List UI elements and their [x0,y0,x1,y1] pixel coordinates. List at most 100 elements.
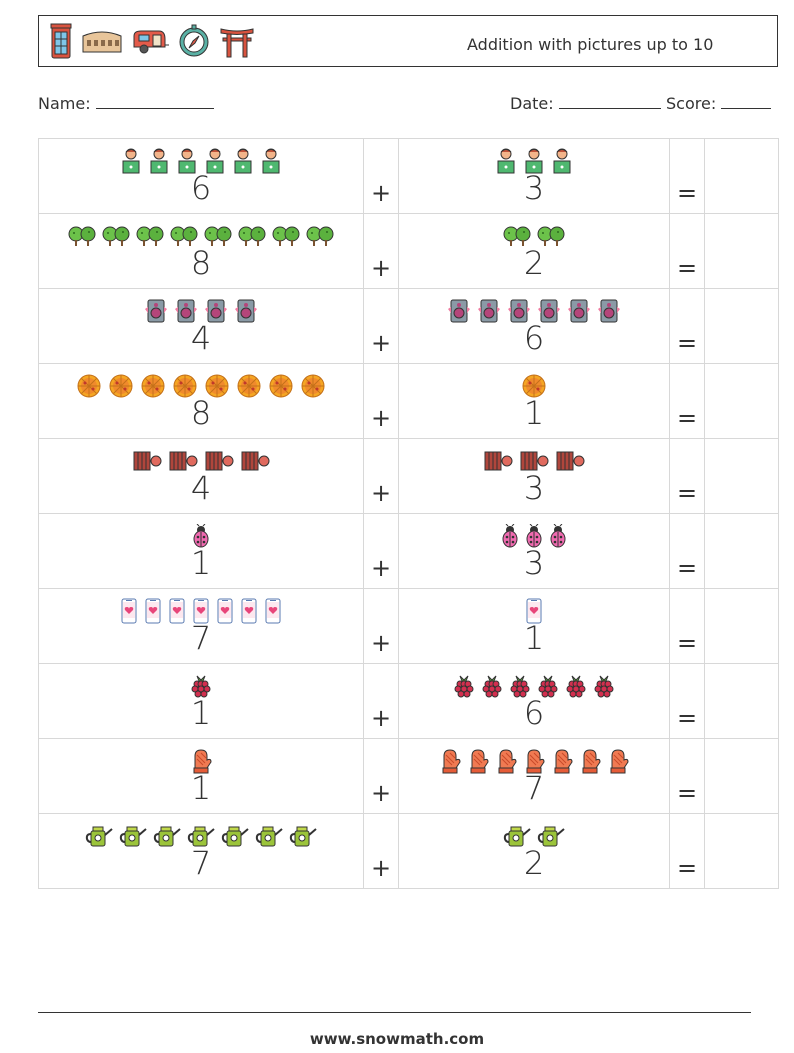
right-addend-number: 3 [523,169,545,207]
film-reel-icon [133,451,162,471]
raspberry-icon [454,675,474,698]
answer-box[interactable] [704,138,779,214]
footer-divider [38,1012,751,1013]
right-addend-cell: 3 [398,138,670,214]
equals-cell: = [669,663,705,739]
plus-cell: + [363,213,399,289]
answer-box[interactable] [704,663,779,739]
problem-row: 8 +2 = [38,213,779,289]
left-picture-group [132,449,270,473]
left-addend-cell: 6 [38,138,364,214]
watering-can-icon [85,826,113,847]
answer-box[interactable] [704,213,779,289]
plus-cell: + [363,663,399,739]
left-addend-cell: 4 [38,288,364,364]
name-blank[interactable] [95,92,214,109]
left-addend-number: 1 [190,769,212,807]
right-picture-group [503,824,565,848]
date-field[interactable]: Date: [510,92,661,113]
right-addend-number: 3 [523,544,545,582]
right-picture-group [525,598,543,624]
oven-mitt-icon [610,749,629,774]
film-reel-icon [169,451,198,471]
answer-box[interactable] [704,738,779,814]
right-addend-number: 6 [523,319,545,357]
trees-icon [503,226,531,246]
problem-row: 7 +1 = [38,588,779,664]
date-blank[interactable] [558,92,661,109]
raspberry-icon [594,675,614,698]
person-laptop-icon [497,148,515,174]
left-addend-cell: 7 [38,813,364,889]
right-addend-cell: 7 [398,738,670,814]
raspberry-icon [538,675,558,698]
heart-phone-icon [265,598,281,624]
pizza-icon [109,374,133,398]
speaker-icon [235,299,257,323]
right-picture-group [483,449,585,473]
film-reel-icon [556,451,585,471]
left-addend-cell: 7 [38,588,364,664]
plus-sign: + [370,629,392,657]
film-reel-icon [205,451,234,471]
speaker-icon [508,299,530,323]
equals-cell: = [669,438,705,514]
watering-can-icon [153,826,181,847]
plus-sign: + [370,854,392,882]
film-reel-icon [241,451,270,471]
answer-box[interactable] [704,288,779,364]
plus-cell: + [363,813,399,889]
plus-sign: + [370,779,392,807]
date-label: Date: [510,94,554,113]
equals-cell: = [669,813,705,889]
raspberry-icon [566,675,586,698]
worksheet-header: Addition with pictures up to 10 [38,15,778,67]
oven-mitt-icon [498,749,517,774]
right-addend-cell: 1 [398,588,670,664]
equals-sign: = [676,179,698,207]
speaker-icon [568,299,590,323]
raspberry-icon [510,675,530,698]
speaker-icon [175,299,197,323]
equals-cell: = [669,288,705,364]
right-addend-number: 3 [523,469,545,507]
equals-sign: = [676,779,698,807]
left-picture-group [190,749,212,774]
plus-cell: + [363,138,399,214]
oven-mitt-icon [582,749,601,774]
answer-box[interactable] [704,813,779,889]
plus-cell: + [363,513,399,589]
trees-icon [170,226,198,246]
right-picture-group [447,299,621,323]
score-field[interactable]: Score: [666,92,772,113]
name-field[interactable]: Name: [38,92,214,113]
answer-box[interactable] [704,438,779,514]
pizza-icon [205,374,229,398]
answer-box[interactable] [704,513,779,589]
oven-mitt-icon [442,749,461,774]
pizza-icon [237,374,261,398]
problem-row: 1 +3 = [38,513,779,589]
right-addend-cell: 1 [398,363,670,439]
right-addend-cell: 2 [398,813,670,889]
right-addend-cell: 6 [398,288,670,364]
speaker-icon [205,299,227,323]
right-addend-cell: 3 [398,438,670,514]
answer-box[interactable] [704,363,779,439]
plus-sign: + [370,404,392,432]
right-picture-group [521,374,547,398]
answer-box[interactable] [704,588,779,664]
watering-can-icon [503,826,531,847]
equals-sign: = [676,479,698,507]
left-addend-number: 8 [190,394,212,432]
equals-sign: = [676,329,698,357]
score-blank[interactable] [721,92,772,109]
right-addend-cell: 6 [398,663,670,739]
equals-cell: = [669,738,705,814]
person-laptop-icon [262,148,280,174]
heart-phone-icon [217,598,233,624]
right-addend-cell: 2 [398,213,670,289]
watering-can-icon [119,826,147,847]
problem-row: 8 +1 = [38,363,779,439]
watering-can-icon [289,826,317,847]
